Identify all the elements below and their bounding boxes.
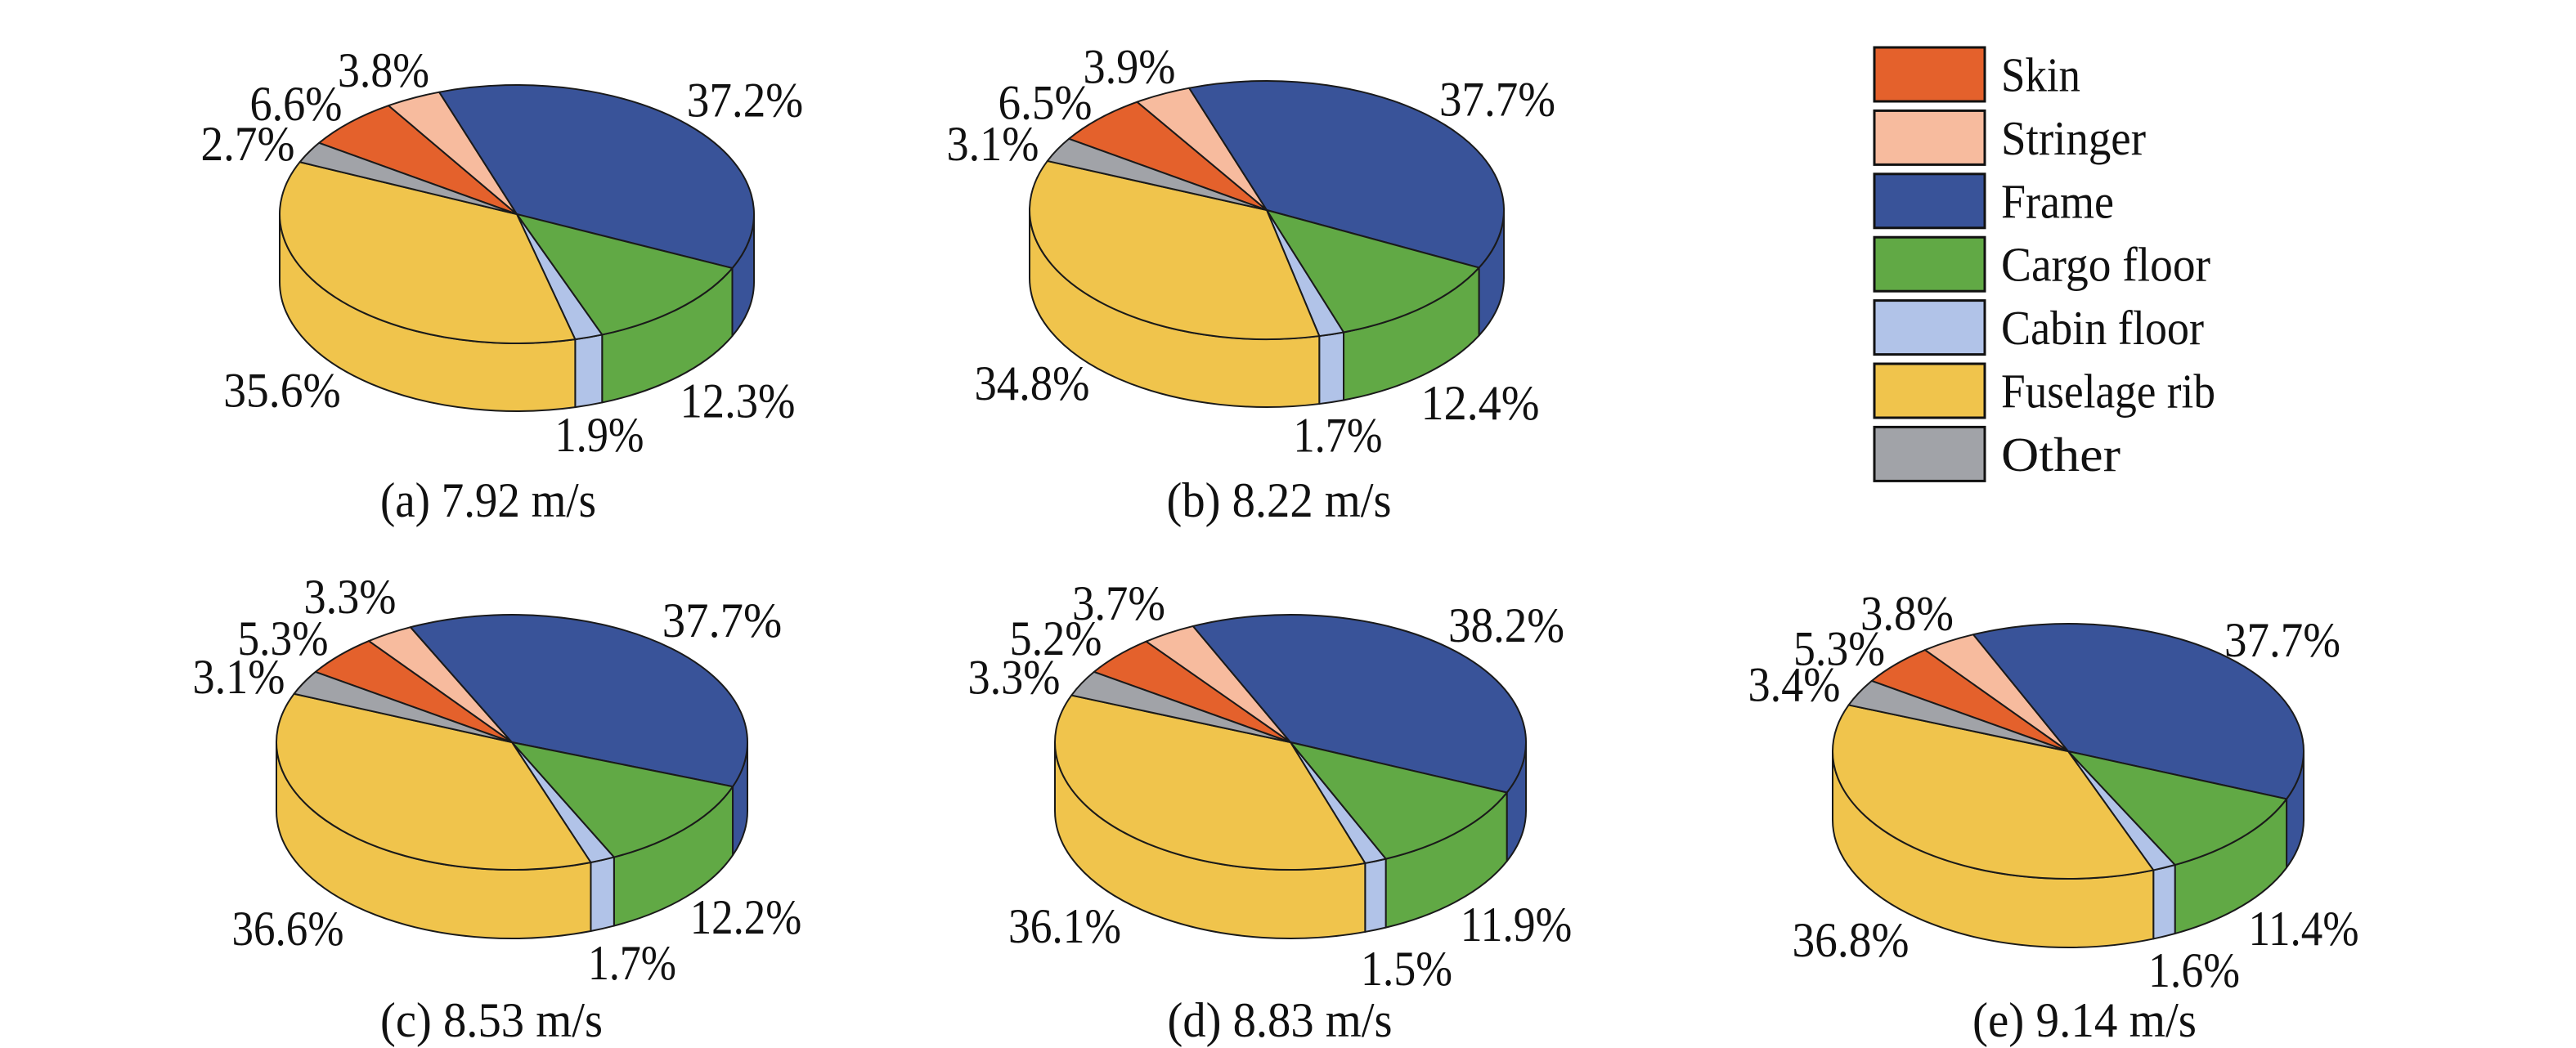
svg-text:3.4%: 3.4%: [1748, 658, 1841, 712]
svg-text:12.3%: 12.3%: [680, 374, 796, 428]
svg-text:11.4%: 11.4%: [2249, 902, 2359, 956]
svg-text:3.3%: 3.3%: [304, 570, 397, 624]
svg-text:5.3%: 5.3%: [1793, 622, 1885, 676]
svg-text:3.8%: 3.8%: [1860, 587, 1954, 641]
svg-text:3.1%: 3.1%: [947, 117, 1039, 171]
svg-text:3.7%: 3.7%: [1072, 576, 1165, 630]
svg-text:1.7%: 1.7%: [588, 936, 676, 990]
svg-text:(a) 7.92 m/s: (a) 7.92 m/s: [380, 473, 596, 527]
svg-text:(b) 8.22 m/s: (b) 8.22 m/s: [1167, 473, 1392, 527]
svg-text:Skin: Skin: [2001, 48, 2080, 102]
svg-text:5.2%: 5.2%: [1010, 611, 1102, 665]
svg-text:1.6%: 1.6%: [2148, 943, 2240, 997]
svg-text:3.9%: 3.9%: [1084, 40, 1176, 94]
svg-text:Cabin floor: Cabin floor: [2001, 301, 2204, 355]
svg-text:34.8%: 34.8%: [975, 356, 1090, 410]
svg-text:37.7%: 37.7%: [1439, 73, 1555, 127]
svg-text:11.9%: 11.9%: [1461, 898, 1573, 952]
svg-text:38.2%: 38.2%: [1448, 598, 1564, 652]
svg-text:12.2%: 12.2%: [690, 890, 802, 944]
svg-text:Frame: Frame: [2001, 174, 2114, 228]
svg-text:1.7%: 1.7%: [1294, 409, 1383, 463]
svg-text:36.6%: 36.6%: [232, 902, 344, 956]
svg-text:Stringer: Stringer: [2001, 111, 2146, 165]
svg-text:1.9%: 1.9%: [555, 408, 644, 462]
svg-text:37.7%: 37.7%: [662, 593, 783, 647]
svg-text:35.6%: 35.6%: [223, 364, 341, 418]
svg-text:3.8%: 3.8%: [338, 43, 429, 97]
svg-text:37.7%: 37.7%: [2224, 613, 2340, 667]
svg-text:37.2%: 37.2%: [687, 74, 804, 128]
svg-text:36.1%: 36.1%: [1008, 899, 1121, 953]
svg-text:3.1%: 3.1%: [193, 650, 285, 704]
svg-text:1.5%: 1.5%: [1361, 942, 1452, 996]
svg-text:Other: Other: [2001, 428, 2120, 481]
svg-text:36.8%: 36.8%: [1793, 913, 1910, 967]
svg-text:2.7%: 2.7%: [201, 117, 295, 171]
svg-text:5.3%: 5.3%: [238, 611, 329, 665]
svg-text:3.3%: 3.3%: [968, 651, 1061, 705]
svg-text:Fuselage rib: Fuselage rib: [2001, 365, 2215, 419]
svg-text:(e) 9.14 m/s: (e) 9.14 m/s: [1972, 993, 2197, 1047]
svg-text:Cargo floor: Cargo floor: [2001, 238, 2210, 292]
svg-text:12.4%: 12.4%: [1421, 376, 1540, 430]
svg-text:6.6%: 6.6%: [250, 77, 343, 131]
svg-text:(c) 8.53 m/s: (c) 8.53 m/s: [380, 993, 603, 1047]
svg-text:6.5%: 6.5%: [999, 76, 1093, 130]
svg-text:(d) 8.83 m/s: (d) 8.83 m/s: [1168, 993, 1393, 1047]
